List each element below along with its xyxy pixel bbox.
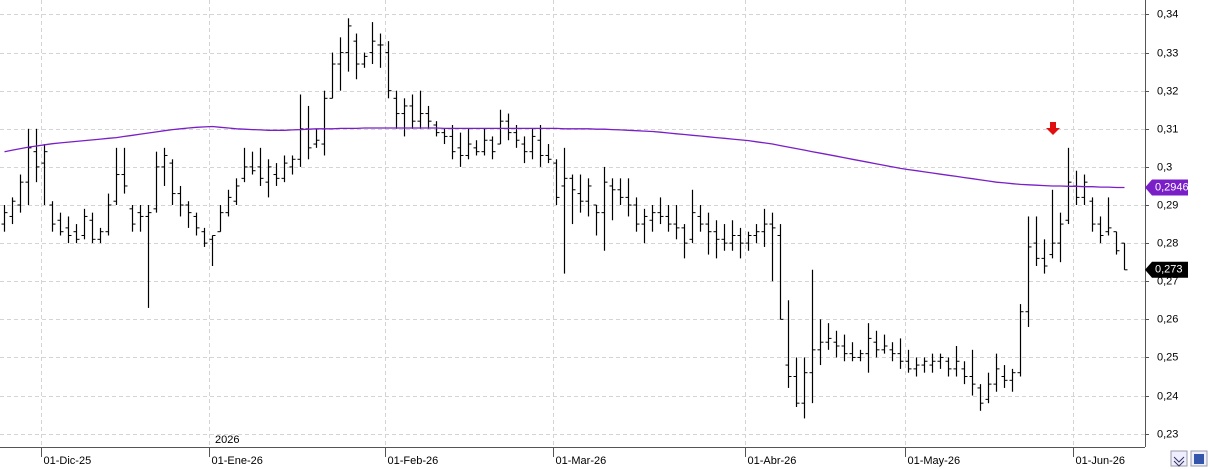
y-tick-label: 0,26	[1157, 313, 1178, 325]
arrow-shaft	[1050, 122, 1056, 128]
x-tick-label: 01-Jun-26	[1076, 455, 1126, 467]
y-tick-label: 0,24	[1157, 390, 1178, 402]
grid	[0, 0, 1145, 447]
x-tick-label: 01-Mar-26	[556, 455, 607, 467]
y-tick-label: 0,29	[1157, 199, 1178, 211]
y-tick-label: 0,31	[1157, 123, 1178, 135]
ma-last-tag-label: 0,2946	[1155, 181, 1189, 193]
last-price-tag-label: 0,273	[1155, 264, 1183, 276]
y-tick-label: 0,33	[1157, 47, 1178, 59]
last-price-tag-box	[1145, 261, 1188, 278]
toolbar	[1170, 450, 1208, 467]
x-tick-label: 01-Dic-25	[44, 455, 92, 467]
year-label: 2026	[215, 434, 239, 446]
y-tick-label: 0,32	[1157, 85, 1178, 97]
signal-arrow	[1046, 122, 1060, 135]
y-tick-label: 0,27	[1157, 275, 1178, 287]
zoom-icon	[1173, 456, 1185, 467]
y-tick-label: 0,28	[1157, 237, 1178, 249]
ma-last-tag-box	[1145, 179, 1188, 196]
x-tick-label: 01-Abr-26	[748, 455, 797, 467]
y-tick-label: 0,3	[1157, 161, 1172, 173]
arrow-head	[1046, 128, 1060, 135]
zoom-button[interactable]	[1170, 450, 1188, 467]
x-tick-label: 01-Ene-26	[212, 455, 263, 467]
x-tick-label: 01-May-26	[908, 455, 961, 467]
moving-average	[4, 125, 1125, 189]
save-icon	[1194, 454, 1204, 464]
x-tick-label: 01-Feb-26	[388, 455, 439, 467]
y-tick-label: 0,23	[1157, 428, 1178, 440]
y-tick-label: 0,34	[1157, 8, 1178, 20]
y-tick-label: 0,25	[1157, 351, 1178, 363]
